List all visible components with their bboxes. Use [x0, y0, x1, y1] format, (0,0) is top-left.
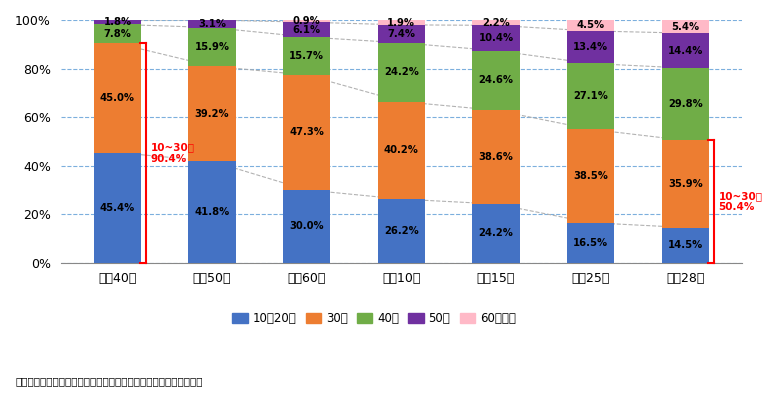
Text: 39.2%: 39.2%	[195, 109, 229, 119]
Text: 38.6%: 38.6%	[478, 152, 513, 162]
Bar	[283, 22, 330, 37]
Text: 45.4%: 45.4%	[100, 203, 135, 213]
Text: 2.2%: 2.2%	[482, 18, 510, 28]
Text: 5.4%: 5.4%	[671, 22, 699, 32]
Text: 15.7%: 15.7%	[289, 51, 324, 61]
Bar	[472, 25, 519, 50]
Text: 24.6%: 24.6%	[478, 75, 513, 85]
Bar	[378, 199, 425, 263]
Bar	[283, 37, 330, 75]
Bar	[378, 102, 425, 199]
Text: 6.1%: 6.1%	[292, 24, 321, 35]
Bar	[283, 75, 330, 190]
Bar	[661, 33, 709, 68]
Bar	[188, 20, 236, 28]
Text: 40.2%: 40.2%	[384, 145, 419, 155]
Bar	[472, 50, 519, 110]
Bar	[188, 66, 236, 161]
Bar	[283, 20, 330, 22]
Bar	[378, 20, 425, 25]
Bar	[188, 28, 236, 66]
Text: 7.8%: 7.8%	[104, 29, 131, 39]
Bar	[472, 20, 519, 25]
Text: 0.9%: 0.9%	[292, 16, 321, 26]
Text: 出典：消防庁「消防防災・震災対策現況調査」をもとに内閣府作成: 出典：消防庁「消防防災・震災対策現況調査」をもとに内閣府作成	[16, 376, 203, 386]
Text: 10~30代
90.4%: 10~30代 90.4%	[151, 142, 194, 164]
Bar	[378, 25, 425, 43]
Bar	[661, 68, 709, 140]
Bar	[567, 63, 614, 129]
Text: 10~30代
50.4%: 10~30代 50.4%	[718, 191, 762, 212]
Bar	[567, 223, 614, 263]
Bar	[567, 31, 614, 63]
Text: 27.1%: 27.1%	[573, 91, 608, 101]
Bar	[472, 110, 519, 204]
Text: 13.4%: 13.4%	[573, 42, 608, 52]
Text: 15.9%: 15.9%	[194, 42, 229, 52]
Bar	[94, 20, 141, 24]
Bar	[567, 20, 614, 31]
Bar	[283, 190, 330, 263]
Text: 47.3%: 47.3%	[289, 128, 324, 138]
Text: 1.9%: 1.9%	[388, 18, 415, 28]
Text: 38.5%: 38.5%	[573, 171, 608, 181]
Text: 45.0%: 45.0%	[100, 93, 135, 103]
Text: 4.5%: 4.5%	[576, 20, 604, 30]
Text: 30.0%: 30.0%	[289, 221, 324, 231]
Legend: 10～20代, 30代, 40代, 50代, 60代以上: 10～20代, 30代, 40代, 50代, 60代以上	[228, 307, 520, 330]
Text: 14.4%: 14.4%	[668, 46, 703, 56]
Bar	[188, 161, 236, 263]
Text: 26.2%: 26.2%	[384, 226, 419, 236]
Bar	[472, 204, 519, 263]
Text: 24.2%: 24.2%	[478, 229, 513, 238]
Text: 24.2%: 24.2%	[384, 67, 419, 77]
Bar	[661, 227, 709, 263]
Bar	[94, 152, 141, 263]
Bar	[94, 43, 141, 152]
Bar	[661, 140, 709, 227]
Text: 14.5%: 14.5%	[668, 240, 703, 250]
Text: 35.9%: 35.9%	[668, 179, 703, 189]
Text: 3.1%: 3.1%	[198, 19, 226, 29]
Text: 7.4%: 7.4%	[388, 29, 415, 39]
Bar	[94, 24, 141, 43]
Text: 41.8%: 41.8%	[194, 207, 229, 217]
Text: 16.5%: 16.5%	[573, 238, 608, 248]
Bar	[378, 43, 425, 102]
Text: 10.4%: 10.4%	[478, 33, 513, 43]
Bar	[661, 20, 709, 33]
Bar	[567, 129, 614, 223]
Text: 29.8%: 29.8%	[668, 99, 703, 109]
Text: 1.8%: 1.8%	[103, 17, 132, 27]
